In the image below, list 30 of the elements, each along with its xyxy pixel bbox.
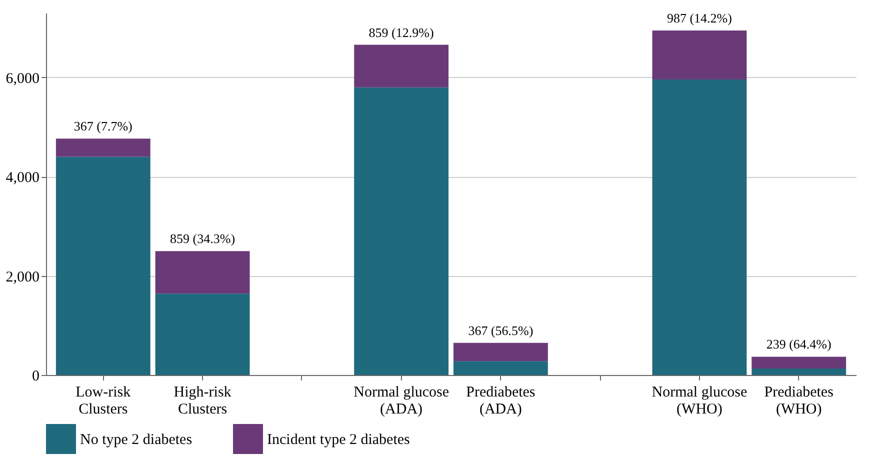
data-label: 239 (64.4%) bbox=[766, 336, 832, 352]
bar bbox=[453, 342, 548, 362]
data-label: 367 (7.7%) bbox=[74, 118, 132, 134]
data-label: 859 (12.9%) bbox=[368, 24, 434, 40]
bar bbox=[652, 79, 747, 375]
legend-label: No type 2 diabetes bbox=[80, 432, 192, 448]
x-tick-label: Prediabetes (ADA) bbox=[466, 384, 536, 418]
x-tick-label: Prediabetes (WHO) bbox=[764, 384, 834, 418]
legend-label: Incident type 2 diabetes bbox=[267, 432, 410, 448]
y-tick-label: 4,000 bbox=[6, 170, 40, 186]
y-tick-label: 0 bbox=[32, 368, 40, 384]
y-tick-label: 2,000 bbox=[6, 269, 40, 286]
x-tick-label: Low-risk Clusters bbox=[76, 384, 132, 418]
x-tick-label: Normal glucose (WHO) bbox=[652, 384, 748, 418]
data-label: 859 (34.3%) bbox=[170, 231, 236, 246]
bar bbox=[56, 156, 150, 375]
bar bbox=[354, 44, 449, 88]
bar bbox=[453, 361, 548, 375]
data-label: 987 (14.2%) bbox=[666, 10, 732, 26]
bar bbox=[752, 356, 846, 369]
x-tick-label: High-risk Clusters bbox=[174, 384, 232, 418]
bar bbox=[155, 251, 250, 294]
bar bbox=[354, 87, 449, 375]
bar bbox=[56, 138, 150, 157]
bar bbox=[652, 30, 747, 80]
bar bbox=[752, 368, 846, 375]
y-tick-label: 6,000 bbox=[6, 70, 40, 87]
bar bbox=[155, 294, 250, 375]
data-label: 367 (56.5%) bbox=[468, 322, 534, 338]
x-tick-label: Normal glucose (ADA) bbox=[354, 384, 450, 418]
